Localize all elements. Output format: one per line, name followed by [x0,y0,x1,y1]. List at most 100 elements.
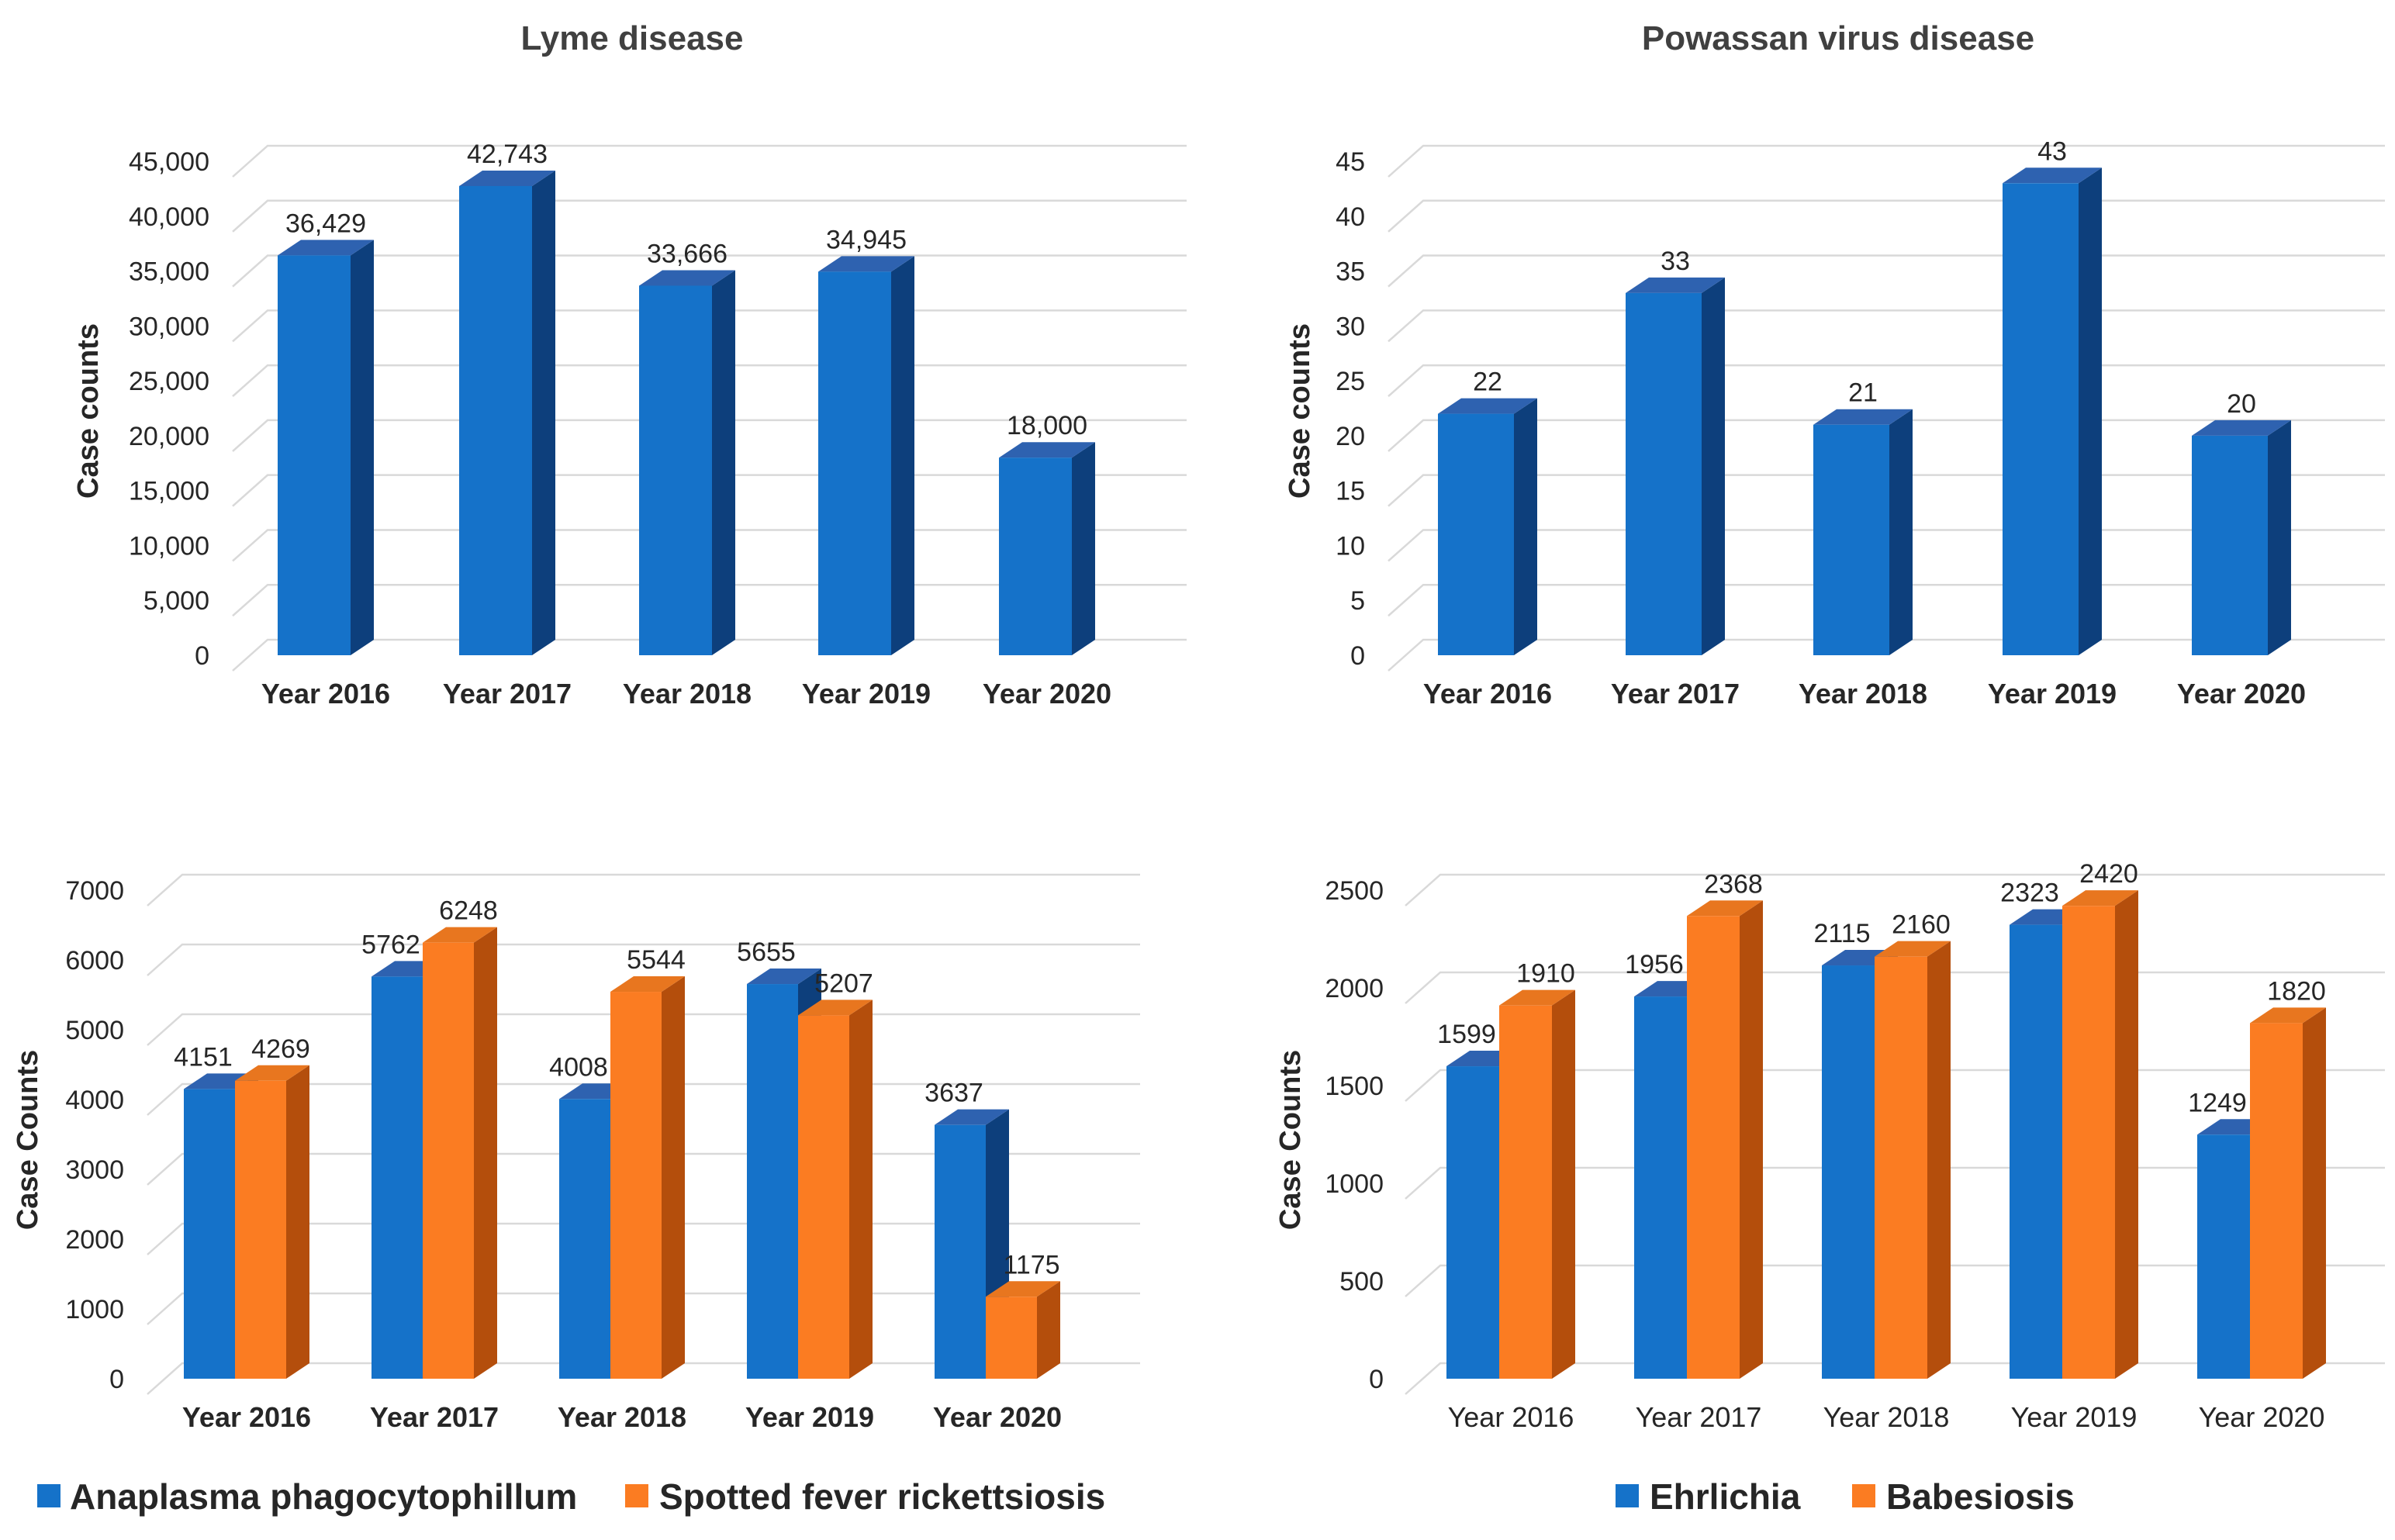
lyme-disease-chart: 0 5,000 10,000 15,000 20,000 25,000 30,000 35,0… [72,19,1187,710]
x-category-label: Year 2016 [261,678,390,710]
x-category-label: Year 2017 [370,1401,499,1433]
legend: Anaplasma phagocytophillum Spotted fever … [37,1476,1105,1517]
gridlines [232,144,1187,672]
bar-blue [639,270,735,655]
powassan-virus-chart: 0 5 10 15 20 25 30 35 40 45 Powassan virus disease… [1284,19,2385,710]
y-tick-label: 15,000 [129,477,209,506]
y-tick-label: 4000 [65,1086,124,1115]
bar-orange [610,976,685,1379]
bar-blue [1626,277,1725,655]
x-category-label: Year 2019 [802,678,931,710]
bar-blue [999,442,1095,655]
data-label: 43 [2037,136,2067,166]
data-label: 5655 [737,937,796,967]
data-label: 5762 [361,930,420,959]
x-category-label: Year 2019 [2011,1401,2138,1433]
legend-swatch-blue [37,1484,60,1507]
data-label: 1599 [1437,1020,1496,1049]
data-label: 1249 [2188,1088,2247,1117]
x-category-label: Year 2020 [983,678,1111,710]
y-tick-label: 25 [1336,367,1365,396]
y-axis-label: Case Counts [1274,1050,1307,1230]
chart-title: Powassan virus disease [1642,19,2034,57]
y-tick-label: 1500 [1325,1072,1384,1101]
y-tick-label: 7000 [65,876,124,906]
y-tick-label: 0 [1350,641,1365,671]
y-tick-label: 45 [1336,147,1365,177]
bar-orange [423,927,497,1379]
y-tick-label: 15 [1336,477,1365,506]
legend-label: Anaplasma phagocytophillum [70,1476,577,1517]
y-tick-label: 20 [1336,422,1365,451]
y-axis-label: Case counts [72,323,105,499]
y-tick-label: 1000 [1325,1169,1384,1199]
data-label: 2160 [1892,910,1951,940]
x-category-label: Year 2017 [1636,1401,1762,1433]
bar-orange [798,1000,873,1379]
y-tick-label: 30,000 [129,312,209,341]
x-category-label: Year 2020 [2177,678,2306,710]
bar-blue [2192,420,2291,655]
y-tick-label: 0 [109,1365,124,1394]
y-tick-label: 3000 [65,1155,124,1185]
x-category-label: Year 2016 [1423,678,1552,710]
data-label: 1956 [1625,950,1684,979]
y-tick-label: 500 [1339,1267,1384,1297]
data-label: 34,945 [826,225,907,254]
bar-blue [278,240,374,655]
data-label: 42,743 [467,140,548,169]
y-axis-label: Case counts [1284,323,1316,499]
x-category-label: Year 2020 [2199,1401,2325,1433]
data-label: 4269 [251,1034,310,1064]
y-tick-label: 5,000 [143,586,209,616]
x-category-label: Year 2019 [1988,678,2117,710]
bar-orange [2250,1007,2326,1379]
bar-blue [2003,167,2102,656]
legend-label: Spotted fever rickettsiosis [659,1476,1105,1517]
data-label: 3637 [924,1079,983,1108]
legend-label: Babesiosis [1886,1476,2075,1517]
data-label: 36,429 [285,209,366,238]
data-label: 22 [1473,368,1502,397]
anaplasma-spotted-fever-chart: 0 1000 2000 3000 4000 5000 6000 7000 Case Counts… [12,873,1140,1517]
data-label: 5544 [627,945,686,975]
x-category-label: Year 2018 [1799,678,1927,710]
bar-orange [235,1065,309,1379]
y-tick-label: 0 [1369,1365,1384,1394]
bar-blue [1813,409,1913,655]
data-label: 4151 [174,1042,233,1072]
legend: Ehrlichia Babesiosis [1616,1476,2075,1517]
data-label: 4008 [549,1052,608,1082]
bar-blue [1438,398,1537,655]
bar-orange [1499,989,1575,1379]
bar-orange [2062,890,2138,1379]
legend-swatch-orange [625,1484,648,1507]
data-label: 6248 [439,896,498,926]
bar-orange [986,1281,1060,1379]
y-tick-label: 35 [1336,257,1365,287]
y-tick-label: 2500 [1325,876,1384,906]
y-tick-label: 35,000 [129,257,209,287]
y-tick-label: 25,000 [129,367,209,396]
y-tick-label: 45,000 [129,147,209,177]
bar-orange [1687,900,1763,1379]
legend-label: Ehrlichia [1650,1476,1801,1517]
data-label: 33 [1661,247,1690,276]
y-tick-label: 6000 [65,946,124,975]
x-category-label: Year 2019 [745,1401,874,1433]
bar-blue [459,170,555,655]
data-label: 2115 [1813,919,1870,948]
data-label: 2323 [2000,879,2059,908]
x-category-label: Year 2017 [443,678,572,710]
y-tick-label: 5 [1350,586,1365,616]
data-label: 2420 [2079,859,2138,889]
x-category-label: Year 2018 [623,678,752,710]
legend-swatch-blue [1616,1484,1639,1507]
x-category-label: Year 2017 [1611,678,1740,710]
x-category-label: Year 2016 [182,1401,311,1433]
y-tick-label: 1000 [65,1295,124,1324]
y-tick-label: 5000 [65,1016,124,1045]
y-axis-label: Case Counts [12,1050,44,1230]
y-tick-label: 10,000 [129,531,209,561]
